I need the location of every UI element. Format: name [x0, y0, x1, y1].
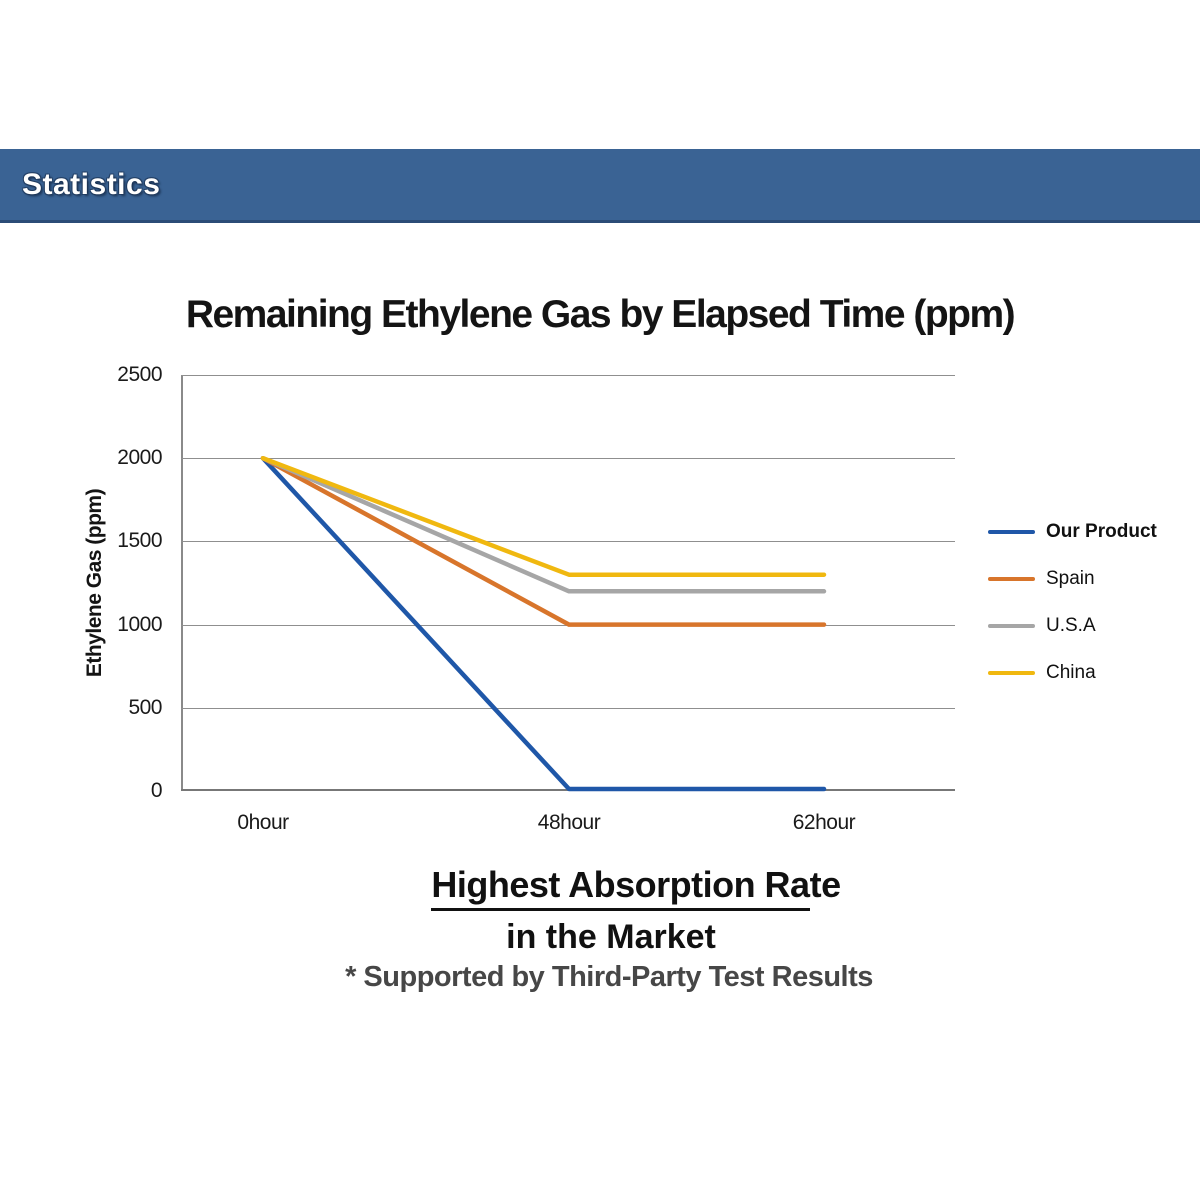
y-tick-label: 1500: [117, 529, 162, 553]
x-tick-label-0hour: 0hour: [237, 811, 289, 834]
legend-swatch-spain: [988, 576, 1035, 581]
footer-heading-rest: te: [809, 864, 842, 905]
y-axis-line: [181, 375, 183, 791]
legend-label-china: China: [1046, 661, 1096, 683]
legend-swatch-our-product: [988, 529, 1035, 534]
y-tick-label: 1000: [117, 612, 162, 636]
y-tick-label: 0: [150, 779, 163, 802]
footer-subheading: in the Market: [506, 918, 716, 956]
y-tick-label: 2000: [117, 446, 162, 470]
header-title: Statistics: [22, 167, 161, 201]
legend-label-our-product: Our Product: [1046, 520, 1157, 542]
legend-label-spain: Spain: [1046, 567, 1095, 589]
footer-heading-underlined: Highest Absorption Ra: [431, 864, 810, 911]
legend-swatch-china: [988, 670, 1035, 675]
y-tick-label: 500: [128, 695, 162, 719]
y-axis-title: Ethylene Gas (ppm): [60, 375, 130, 791]
gridline: [181, 707, 955, 709]
series-line-china: [260, 455, 827, 577]
legend-item-china: China: [988, 649, 1157, 696]
footer-note: * Supported by Third-Party Test Results: [345, 961, 873, 993]
gridline: [181, 541, 955, 543]
chart-title: Remaining Ethylene Gas by Elapsed Time (…: [185, 293, 1016, 336]
x-tick-label-48hour: 48hour: [537, 811, 601, 834]
header-bar: Statistics: [0, 149, 1200, 223]
series-line-our-product: [260, 455, 827, 792]
gridline: [181, 458, 955, 460]
legend: Our Product Spain U.S.A China: [988, 508, 1157, 696]
legend-item-spain: Spain: [988, 555, 1157, 602]
gridline: [181, 375, 955, 376]
plot-area: [181, 375, 955, 792]
y-axis-title-text: Ethylene Gas (ppm): [83, 488, 106, 678]
series-layer: [260, 455, 827, 792]
legend-swatch-u-s-a: [988, 623, 1035, 628]
series-line-u-s-a: [260, 455, 827, 594]
footer-heading: Highest Absorption Rate: [36, 864, 1200, 911]
x-tick-label-62hour: 62hour: [792, 811, 856, 834]
legend-item-u-s-a: U.S.A: [988, 602, 1157, 649]
series-line-spain: [260, 455, 827, 627]
legend-label-u-s-a: U.S.A: [1046, 614, 1096, 636]
y-tick-label: 2500: [117, 363, 162, 386]
legend-item-our-product: Our Product: [988, 508, 1157, 555]
